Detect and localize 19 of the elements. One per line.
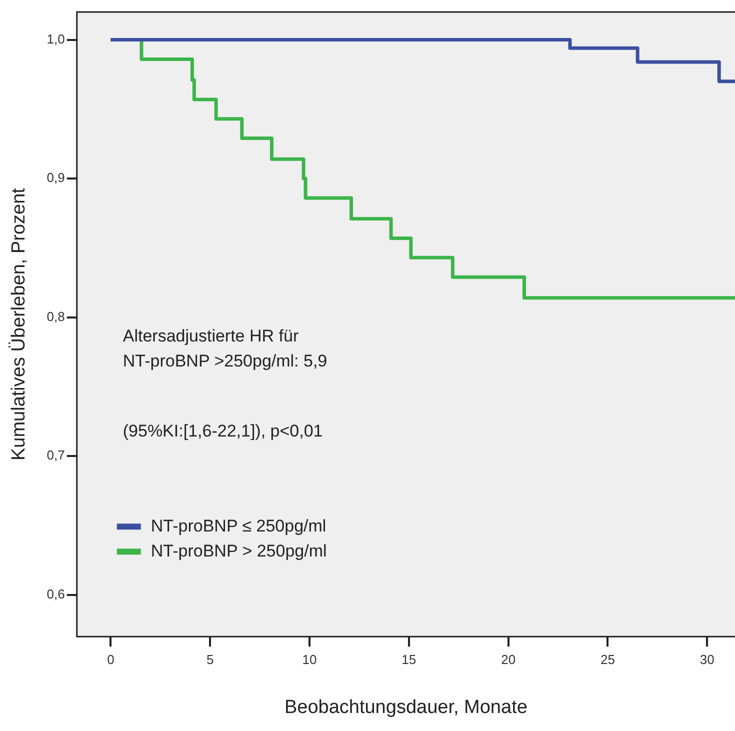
legend-label: NT-proBNP ≤ 250pg/ml	[150, 516, 326, 536]
x-tick-label: 15	[402, 652, 416, 667]
y-axis-title: Kumulatives Überleben, Prozent	[8, 187, 30, 461]
x-tick-label: 25	[600, 652, 615, 667]
x-tick-label: 20	[501, 652, 516, 667]
legend-label: NT-proBNP > 250pg/ml	[150, 541, 327, 560]
x-axis-title: Beobachtungsdauer, Monate	[284, 696, 528, 718]
y-tick-label: 0,9	[46, 170, 65, 186]
x-tick-label: 10	[302, 652, 317, 667]
x-tick-label: 0	[107, 652, 114, 667]
y-tick-label: 0,8	[46, 308, 65, 324]
annotation: (95%KI:[1,6-22,1]), p<0,01	[122, 422, 323, 441]
y-tick-label: 0,7	[46, 448, 65, 463]
annotation: NT-proBNP >250pg/ml: 5,9	[122, 352, 328, 371]
x-tick-label: 5	[206, 652, 214, 667]
y-tick-label: 1,0	[46, 31, 65, 46]
x-tick-label: 30	[700, 652, 714, 667]
y-tick-label: 0,6	[46, 586, 65, 602]
annotation: Altersadjustierte HR für	[122, 326, 299, 346]
